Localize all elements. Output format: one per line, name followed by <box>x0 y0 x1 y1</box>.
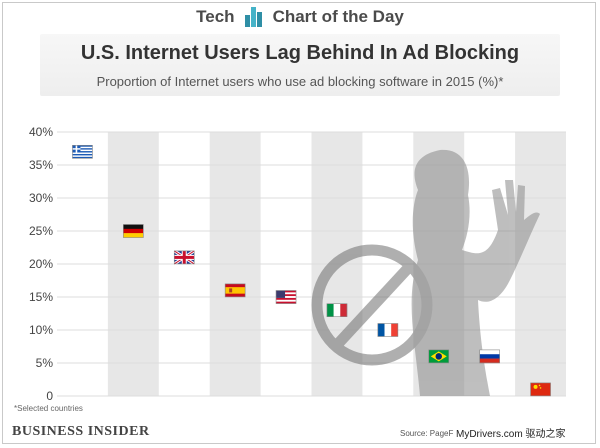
germany-flag-icon <box>123 224 144 238</box>
header-chart-of-the-day-label: Chart of the Day <box>272 7 404 26</box>
y-tick-label: 20% <box>29 257 53 271</box>
bar-chart-logo-icon <box>244 7 262 27</box>
china-flag-icon <box>530 382 551 397</box>
source-text: Source: PageF <box>400 429 454 438</box>
y-tick-label: 25% <box>29 224 53 238</box>
header-tech-label: Tech <box>196 7 235 26</box>
spain-flag-icon <box>224 283 246 298</box>
chart-subtitle: Proportion of Internet users who use ad … <box>96 74 504 89</box>
y-tick-label: 30% <box>29 191 53 205</box>
greece-flag-icon <box>72 145 93 159</box>
y-tick-label: 15% <box>29 290 53 304</box>
y-tick-label: 5% <box>36 356 54 370</box>
italy-flag-icon <box>326 303 348 318</box>
brazil-flag-icon <box>428 349 450 364</box>
header-bar: Tech Chart of the Day <box>0 4 600 30</box>
y-tick-label: 0 <box>46 389 53 403</box>
chart-title: U.S. Internet Users Lag Behind In Ad Blo… <box>80 42 520 64</box>
france-flag-icon <box>377 323 399 337</box>
y-tick-label: 40% <box>29 125 53 139</box>
y-tick-label: 35% <box>29 158 53 172</box>
brand-logo: BUSINESS INSIDER <box>12 424 150 439</box>
watermark-text: MyDrivers.com 驱动之家 <box>456 429 566 440</box>
title-box: U.S. Internet Users Lag Behind In Ad Blo… <box>40 34 560 96</box>
footnote: *Selected countries <box>14 404 83 413</box>
y-tick-label: 10% <box>29 323 53 337</box>
woman-silhouette-icon <box>311 149 540 396</box>
russia-flag-icon <box>479 349 500 364</box>
uk-flag-icon <box>173 249 196 266</box>
usa-flag-icon <box>275 290 297 304</box>
